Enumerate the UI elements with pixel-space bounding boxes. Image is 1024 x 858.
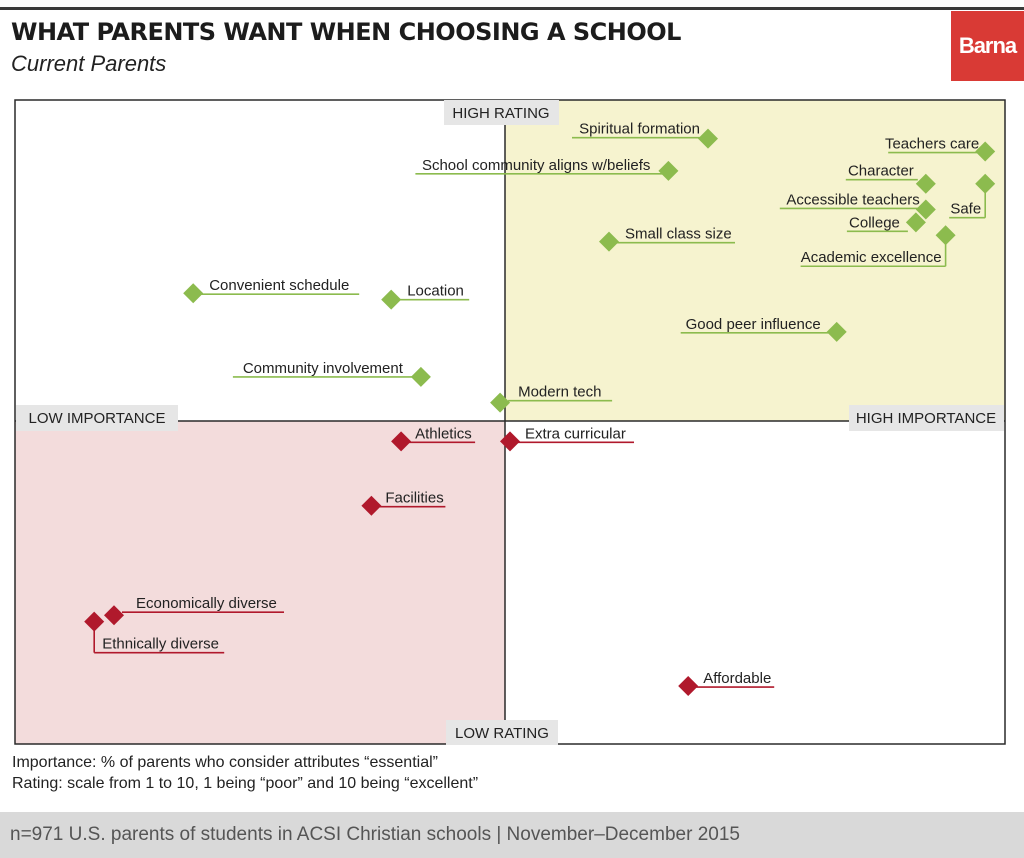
diamond-marker: [678, 676, 699, 697]
quadrant-high-importance-high-rating: [505, 100, 1005, 421]
point-facilities: Facilities: [361, 490, 446, 516]
point-label: Small class size: [625, 226, 732, 243]
point-teachers-care: Teachers care: [885, 136, 996, 162]
point-label: Good peer influence: [686, 316, 821, 333]
point-economically-diverse: Economically diverse: [104, 595, 284, 626]
diamond-marker: [975, 141, 996, 162]
diamond-marker: [935, 225, 956, 246]
top-rule: [0, 7, 1024, 10]
source-text: n=971 U.S. parents of students in ACSI C…: [10, 824, 740, 845]
chart-notes: Importance: % of parents who consider at…: [12, 752, 478, 794]
point-label: Spiritual formation: [579, 121, 700, 138]
point-label: Convenient schedule: [209, 277, 349, 294]
point-label: Ethnically diverse: [102, 636, 219, 653]
diamond-marker: [490, 392, 511, 413]
point-label: Safe: [950, 201, 981, 218]
axis-label-left: LOW IMPORTANCE: [16, 405, 178, 431]
point-label: Academic excellence: [801, 249, 942, 266]
diamond-marker: [599, 231, 619, 252]
point-label: College: [849, 214, 900, 231]
source-footer: n=971 U.S. parents of students in ACSI C…: [0, 812, 1024, 858]
axis-label-bottom-text: LOW RATING: [455, 725, 549, 742]
diamond-marker: [658, 160, 679, 181]
diamond-marker: [826, 321, 847, 342]
point-label: Affordable: [703, 670, 771, 687]
diamond-marker: [183, 283, 204, 304]
point-ethnically-diverse: Ethnically diverse: [84, 611, 225, 654]
point-label: School community aligns w/beliefs: [422, 157, 650, 174]
point-label: Economically diverse: [136, 595, 277, 612]
point-label: Accessible teachers: [786, 191, 919, 208]
point-label: Extra curricular: [525, 425, 626, 442]
importance-note: Importance: % of parents who consider at…: [12, 754, 438, 771]
point-convenient-schedule: Convenient schedule: [183, 277, 360, 304]
point-community-involvement: Community involvement: [232, 360, 431, 387]
point-label: Teachers care: [885, 136, 979, 153]
diamond-marker: [361, 495, 382, 516]
diamond-marker: [104, 605, 124, 626]
chart-subtitle: Current Parents: [11, 51, 167, 76]
point-accessible-teachers: Accessible teachers: [779, 191, 936, 220]
diamond-marker: [500, 431, 520, 452]
point-small-class-size: Small class size: [599, 226, 735, 252]
point-affordable: Affordable: [678, 670, 775, 697]
axis-label-bottom: LOW RATING: [446, 720, 558, 745]
point-label: Location: [407, 283, 464, 300]
point-label: Community involvement: [243, 360, 404, 377]
point-good-peer-influence: Good peer influence: [680, 316, 847, 342]
diamond-marker: [391, 431, 412, 452]
point-college: College: [846, 212, 926, 233]
diamond-marker: [410, 366, 431, 387]
axis-label-right: HIGH IMPORTANCE: [849, 405, 1004, 431]
diamond-marker: [975, 173, 996, 194]
diamond-marker: [915, 173, 936, 194]
point-label: Facilities: [385, 490, 443, 507]
point-character: Character: [845, 163, 936, 194]
axis-label-top: HIGH RATING: [444, 100, 559, 125]
point-label: Athletics: [415, 425, 472, 442]
point-label: Modern tech: [518, 384, 601, 401]
diamond-marker: [381, 289, 402, 310]
point-label: Character: [848, 163, 914, 180]
point-school-community-aligns-w-beliefs: School community aligns w/beliefs: [415, 157, 679, 181]
barna-logo: Barna: [951, 11, 1024, 81]
axis-label-top-text: HIGH RATING: [452, 105, 549, 122]
diamond-marker: [905, 212, 926, 233]
chart-title: WHAT PARENTS WANT WHEN CHOOSING A SCHOOL: [11, 18, 681, 46]
point-location: Location: [381, 283, 470, 310]
diamond-marker: [84, 611, 105, 632]
point-safe: Safe: [949, 173, 996, 219]
point-academic-excellence: Academic excellence: [800, 225, 956, 268]
point-modern-tech: Modern tech: [490, 384, 613, 413]
diamond-marker: [915, 199, 936, 220]
diamond-marker: [698, 128, 718, 149]
point-extra-curricular: Extra curricular: [500, 425, 634, 452]
data-points: Spiritual formation Teachers care School c…: [84, 121, 996, 697]
axis-label-left-text: LOW IMPORTANCE: [29, 410, 166, 427]
rating-note: Rating: scale from 1 to 10, 1 being “poo…: [12, 775, 479, 792]
point-athletics: Athletics: [391, 425, 476, 452]
quadrant-low-importance-low-rating: [15, 421, 505, 744]
axis-label-right-text: HIGH IMPORTANCE: [856, 410, 996, 427]
point-spiritual-formation: Spiritual formation: [572, 121, 718, 149]
